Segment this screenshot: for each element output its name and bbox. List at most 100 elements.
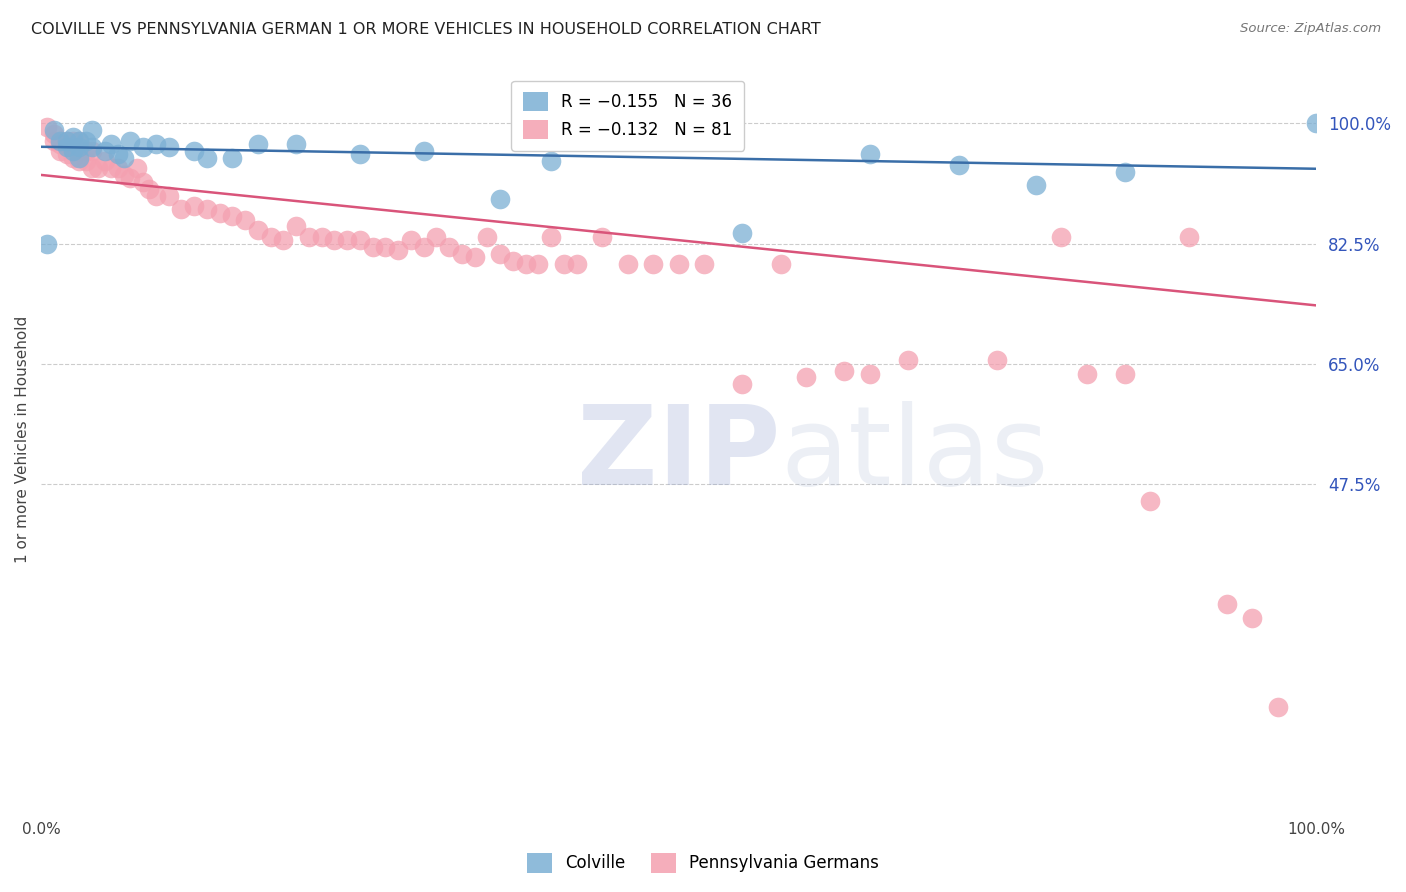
Colville <box>132 140 155 154</box>
Pennsylvania Germans <box>1177 229 1199 244</box>
Colville <box>412 144 434 158</box>
Pennsylvania Germans <box>87 161 110 175</box>
Pennsylvania Germans <box>55 147 77 161</box>
Text: atlas: atlas <box>780 401 1049 508</box>
Colville <box>859 147 882 161</box>
Pennsylvania Germans <box>1216 597 1239 611</box>
Pennsylvania Germans <box>132 175 155 189</box>
Pennsylvania Germans <box>221 209 243 223</box>
Pennsylvania Germans <box>298 229 321 244</box>
Colville <box>349 147 371 161</box>
Pennsylvania Germans <box>145 188 167 202</box>
Pennsylvania Germans <box>55 134 77 148</box>
Pennsylvania Germans <box>125 161 148 175</box>
Pennsylvania Germans <box>565 257 588 271</box>
Pennsylvania Germans <box>75 154 97 169</box>
Pennsylvania Germans <box>361 240 384 254</box>
Text: COLVILLE VS PENNSYLVANIA GERMAN 1 OR MORE VEHICLES IN HOUSEHOLD CORRELATION CHAR: COLVILLE VS PENNSYLVANIA GERMAN 1 OR MOR… <box>31 22 821 37</box>
Pennsylvania Germans <box>1050 229 1073 244</box>
Colville <box>62 144 84 158</box>
Pennsylvania Germans <box>311 229 333 244</box>
Pennsylvania Germans <box>208 205 231 219</box>
Pennsylvania Germans <box>527 257 550 271</box>
Pennsylvania Germans <box>138 182 160 196</box>
Colville <box>49 134 72 148</box>
Pennsylvania Germans <box>112 168 135 182</box>
Colville <box>67 140 90 154</box>
Colville <box>246 136 269 151</box>
Colville <box>1114 164 1136 178</box>
Pennsylvania Germans <box>107 161 129 175</box>
Pennsylvania Germans <box>259 229 281 244</box>
Pennsylvania Germans <box>986 353 1008 368</box>
Colville <box>55 140 77 154</box>
Pennsylvania Germans <box>643 257 665 271</box>
Pennsylvania Germans <box>246 223 269 237</box>
Colville <box>100 136 122 151</box>
Colville <box>195 151 218 165</box>
Pennsylvania Germans <box>1076 367 1098 381</box>
Colville <box>285 136 308 151</box>
Pennsylvania Germans <box>62 134 84 148</box>
Pennsylvania Germans <box>1114 367 1136 381</box>
Pennsylvania Germans <box>170 202 193 217</box>
Pennsylvania Germans <box>42 127 65 141</box>
Pennsylvania Germans <box>1241 611 1264 625</box>
Pennsylvania Germans <box>157 188 180 202</box>
Legend: R = −0.155   N = 36, R = −0.132   N = 81: R = −0.155 N = 36, R = −0.132 N = 81 <box>512 80 744 151</box>
Pennsylvania Germans <box>464 250 486 264</box>
Colville <box>221 151 243 165</box>
Pennsylvania Germans <box>374 240 396 254</box>
Pennsylvania Germans <box>75 144 97 158</box>
Colville <box>67 134 90 148</box>
Pennsylvania Germans <box>437 240 460 254</box>
Pennsylvania Germans <box>49 144 72 158</box>
Colville <box>157 140 180 154</box>
Pennsylvania Germans <box>349 233 371 247</box>
Colville <box>67 151 90 165</box>
Colville <box>55 134 77 148</box>
Colville <box>62 130 84 145</box>
Colville <box>183 144 205 158</box>
Pennsylvania Germans <box>183 199 205 213</box>
Colville <box>94 144 117 158</box>
Pennsylvania Germans <box>553 257 575 271</box>
Pennsylvania Germans <box>502 253 524 268</box>
Pennsylvania Germans <box>1267 700 1289 714</box>
Pennsylvania Germans <box>834 364 856 378</box>
Colville <box>82 140 104 154</box>
Pennsylvania Germans <box>62 140 84 154</box>
Text: Source: ZipAtlas.com: Source: ZipAtlas.com <box>1240 22 1381 36</box>
Pennsylvania Germans <box>387 244 409 258</box>
Pennsylvania Germans <box>477 229 499 244</box>
Pennsylvania Germans <box>82 144 104 158</box>
Colville <box>37 236 59 251</box>
Pennsylvania Germans <box>195 202 218 217</box>
Pennsylvania Germans <box>451 247 474 261</box>
Pennsylvania Germans <box>540 229 562 244</box>
Pennsylvania Germans <box>323 233 346 247</box>
Pennsylvania Germans <box>42 134 65 148</box>
Pennsylvania Germans <box>67 134 90 148</box>
Pennsylvania Germans <box>1139 494 1161 508</box>
Pennsylvania Germans <box>693 257 716 271</box>
Legend: Colville, Pennsylvania Germans: Colville, Pennsylvania Germans <box>520 847 886 880</box>
Pennsylvania Germans <box>731 377 754 392</box>
Pennsylvania Germans <box>82 161 104 175</box>
Colville <box>1025 178 1047 193</box>
Colville <box>107 147 129 161</box>
Colville <box>112 151 135 165</box>
Pennsylvania Germans <box>55 140 77 154</box>
Pennsylvania Germans <box>769 257 792 271</box>
Pennsylvania Germans <box>37 120 59 134</box>
Y-axis label: 1 or more Vehicles in Household: 1 or more Vehicles in Household <box>15 316 30 563</box>
Pennsylvania Germans <box>273 233 295 247</box>
Pennsylvania Germans <box>62 151 84 165</box>
Pennsylvania Germans <box>897 353 920 368</box>
Colville <box>1305 116 1327 130</box>
Text: ZIP: ZIP <box>576 401 780 508</box>
Pennsylvania Germans <box>591 229 613 244</box>
Pennsylvania Germans <box>425 229 447 244</box>
Colville <box>145 136 167 151</box>
Pennsylvania Germans <box>233 212 256 227</box>
